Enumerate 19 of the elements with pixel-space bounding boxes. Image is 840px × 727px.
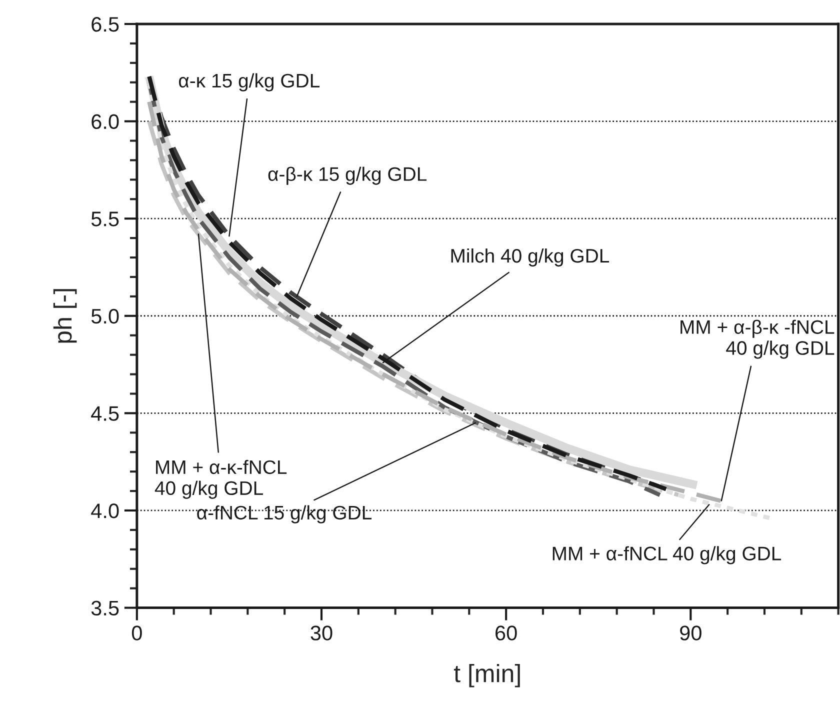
y-tick-label: 4.0 <box>91 503 119 518</box>
x-tick-label: 30 <box>310 626 332 640</box>
x-tick-label: 0 <box>132 626 142 640</box>
y-tick-label: 3.5 <box>91 600 119 616</box>
y-axis-title: ph [-] <box>53 289 77 343</box>
y-tick-label: 5.0 <box>91 308 119 324</box>
annotation: MM + α-β-κ -fNCL 40 g/kg GDL <box>680 320 834 359</box>
y-tick-label: 4.5 <box>91 406 119 421</box>
y-tick-label: 5.5 <box>91 212 119 226</box>
annotation: Milch 40 g/kg GDL <box>451 248 610 267</box>
x-tick-label: 60 <box>496 626 517 640</box>
annotation: α-β-κ 15 g/kg GDL <box>268 166 427 185</box>
annotation: α-fNCL 15 g/kg GDL <box>197 505 372 524</box>
y-tick-label: 6.5 <box>92 16 119 32</box>
x-axis-title: t [min] <box>454 664 520 688</box>
annotation: MM + α-fNCL 40 g/kg GDL <box>552 546 782 564</box>
annotation: α-κ 15 g/kg GDL <box>178 73 320 92</box>
x-tick-label: 90 <box>680 626 702 640</box>
y-tick-label: 6.0 <box>92 114 119 130</box>
